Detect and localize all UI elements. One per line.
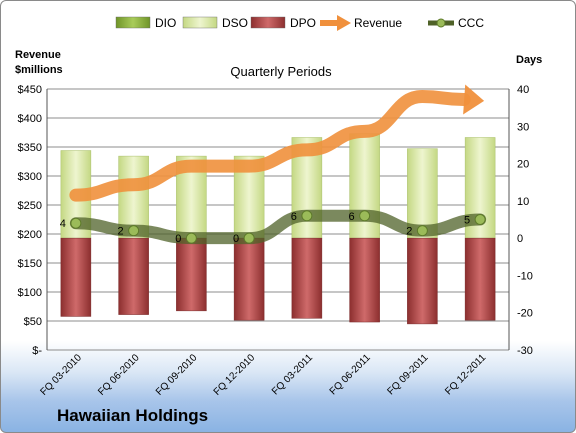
category-label: FQ 06-2011 <box>328 352 373 397</box>
dpo-bar <box>464 237 496 321</box>
ccc-point <box>416 225 428 237</box>
dpo-bar <box>118 237 149 315</box>
ccc-point <box>359 210 371 222</box>
company-caption: Hawaiian Holdings <box>57 406 209 425</box>
left-tick-label: $450 <box>18 84 42 96</box>
left-axis-title: Revenue <box>15 49 61 61</box>
dso-bar <box>407 148 438 239</box>
dpo-bar <box>60 237 92 317</box>
legend-label-dio: DIO <box>155 16 176 30</box>
ccc-point <box>474 214 486 225</box>
legend-swatch-revenue-arrowhead <box>337 15 351 31</box>
ccc-point <box>185 232 197 244</box>
revenue-line <box>69 90 471 202</box>
chart-title: Quarterly Periods <box>230 64 332 79</box>
category-label: FQ 12-2011 <box>443 352 488 397</box>
right-tick-label: 20 <box>517 159 529 171</box>
right-tick-label: 30 <box>517 121 529 133</box>
left-tick-label: $200 <box>18 229 42 241</box>
legend-label-revenue: Revenue <box>354 16 402 30</box>
dpo-bar <box>407 237 438 325</box>
dpo-bar <box>233 237 265 321</box>
ccc-point <box>243 232 255 244</box>
legend-swatch-dio <box>115 16 151 29</box>
legend-swatch-dso <box>182 16 218 29</box>
dpo-bar <box>176 237 207 312</box>
right-tick-label: 0 <box>517 233 523 245</box>
category-label: FQ 06-2010 <box>96 352 142 398</box>
left-tick-label: $250 <box>18 200 42 212</box>
right-tick-label: -20 <box>517 308 533 320</box>
ccc-point <box>301 210 313 222</box>
ccc-data-label: 6 <box>349 211 355 223</box>
category-label: FQ 03-2011 <box>270 352 315 397</box>
left-tick-label: $100 <box>18 287 42 299</box>
legend-label-ccc: CCC <box>458 16 484 30</box>
left-tick-label: $50 <box>24 316 42 328</box>
ccc-point <box>70 217 82 229</box>
right-axis-title: Days <box>516 54 542 66</box>
left-tick-label: $150 <box>18 258 42 270</box>
left-tick-label: $350 <box>18 142 42 154</box>
right-tick-label: 40 <box>517 84 529 96</box>
ccc-data-label: 5 <box>464 215 470 227</box>
right-tick-label: 10 <box>517 196 529 208</box>
left-tick-label: $300 <box>18 171 42 183</box>
category-label: FQ 03-2010 <box>38 352 84 398</box>
ccc-data-label: 0 <box>233 233 239 245</box>
category-label: FQ 12-2010 <box>212 352 258 398</box>
legend-label-dso: DSO <box>222 16 248 30</box>
ccc-data-label: 2 <box>406 226 412 238</box>
legend-swatch-dpo <box>250 16 286 29</box>
right-tick-label: -10 <box>517 270 533 282</box>
left-tick-label: $- <box>32 345 42 357</box>
legend-label-dpo: DPO <box>290 16 316 30</box>
ccc-point <box>128 225 140 237</box>
left-tick-label: $400 <box>18 113 42 125</box>
ccc-data-label: 6 <box>291 211 297 223</box>
right-tick-label: -30 <box>517 345 533 357</box>
ccc-data-label: 0 <box>175 233 181 245</box>
dpo-bar <box>349 237 380 323</box>
left-axis-title: $millions <box>15 64 63 76</box>
dpo-bar <box>291 237 323 319</box>
revenue-arrowhead <box>463 84 485 115</box>
category-label: FQ 09-2010 <box>154 352 200 398</box>
legend-swatch-ccc-marker <box>436 18 446 28</box>
ccc-data-label: 2 <box>118 226 124 238</box>
category-label: FQ 09-2011 <box>386 352 431 397</box>
ccc-data-label: 4 <box>60 218 66 230</box>
